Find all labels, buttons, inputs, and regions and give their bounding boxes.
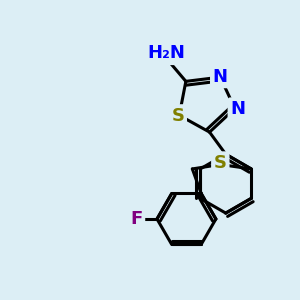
Text: H₂N: H₂N (148, 44, 186, 62)
Text: F: F (130, 210, 142, 228)
Text: N: N (230, 100, 245, 118)
Text: N: N (213, 68, 228, 85)
Text: S: S (214, 154, 227, 172)
Text: S: S (171, 107, 184, 125)
